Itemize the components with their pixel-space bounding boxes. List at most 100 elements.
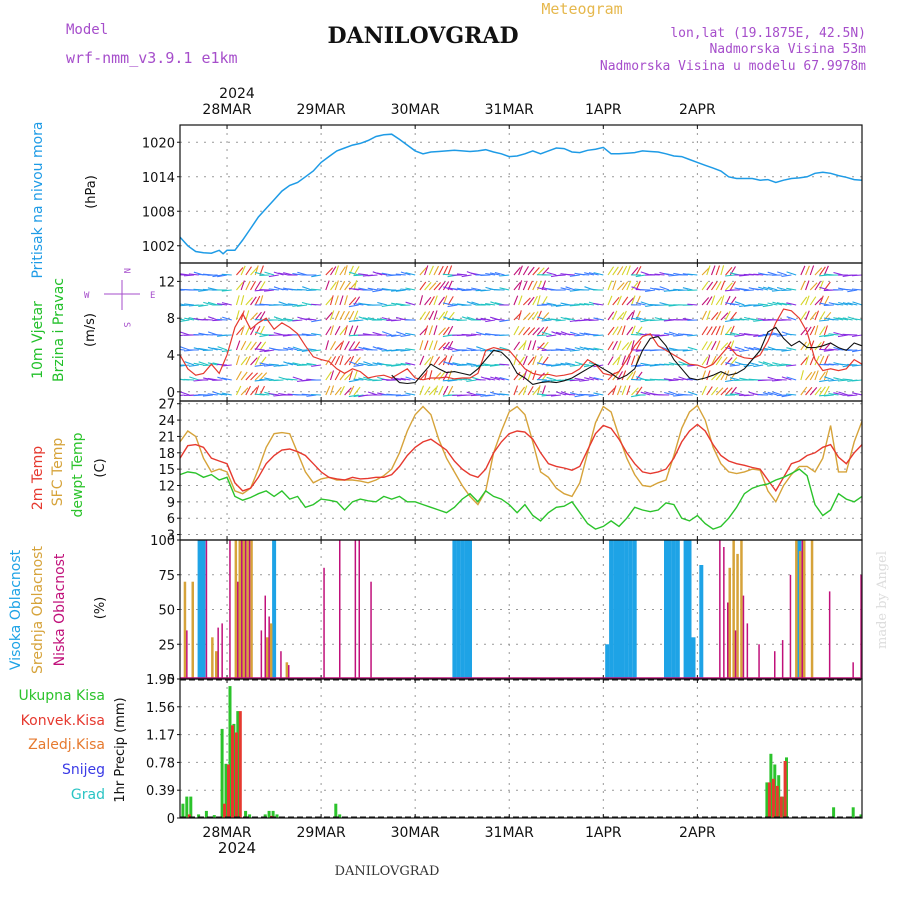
wind-arrow	[311, 288, 322, 291]
wind-arrow	[706, 265, 711, 276]
wind-arrow	[809, 371, 816, 381]
wind-arrow	[456, 319, 467, 322]
precip-bar	[220, 728, 224, 818]
wind-arrow	[823, 325, 828, 336]
wind-arrow	[372, 331, 383, 336]
wind-arrow	[537, 287, 548, 291]
wind-arrow	[706, 310, 711, 321]
wind-arrow	[574, 303, 585, 306]
wind-arrow	[419, 327, 428, 336]
wind-arrow	[344, 356, 352, 366]
wind-arrow	[617, 282, 625, 291]
wind-arrow	[358, 377, 369, 381]
wind-arrow	[376, 288, 388, 291]
cloud-bar	[234, 540, 238, 679]
wind-arrow	[739, 349, 750, 353]
wind-arrow	[607, 356, 614, 366]
wind-arrow	[254, 355, 261, 366]
wind-arrow	[513, 267, 521, 276]
wind-arrow	[532, 370, 537, 381]
cloud-bar	[268, 616, 270, 679]
wind-arrow	[612, 340, 618, 351]
cloud-unit: (%)	[93, 597, 108, 620]
y-tick-label: 0	[167, 812, 175, 827]
wind-arrow	[710, 295, 716, 306]
wind-arrow	[776, 394, 787, 397]
wind-arrow	[358, 346, 369, 351]
wind-arrow	[273, 379, 284, 382]
wind-arrow	[786, 287, 797, 291]
wind-arrow	[772, 391, 783, 396]
y-tick-label: 12	[158, 275, 175, 290]
wind-arrow	[837, 379, 848, 382]
wind-arrow	[579, 379, 590, 382]
wind-arrow	[541, 363, 552, 366]
wind-arrow	[424, 311, 431, 321]
wind-arrow	[757, 303, 768, 306]
wind-arrow	[828, 379, 839, 382]
wind-arrow	[188, 273, 199, 276]
wind-arrow	[334, 280, 339, 291]
wind-arrow	[329, 385, 335, 396]
wind-arrow	[565, 317, 576, 321]
precip-bar	[765, 782, 769, 818]
wind-arrow	[800, 326, 808, 336]
wind-arrow	[334, 310, 340, 321]
cloud-bar	[186, 630, 188, 679]
wind-arrow	[734, 392, 745, 396]
wind-arrow	[800, 296, 808, 306]
wind-arrow	[851, 274, 862, 277]
wind-arrow	[180, 379, 181, 380]
cloud-bar	[620, 540, 625, 679]
wind-arrow	[325, 340, 330, 351]
wind-arrow	[245, 355, 251, 366]
wind-arrow	[490, 301, 501, 306]
wind-arrow	[396, 331, 406, 336]
wind-arrow	[245, 310, 250, 321]
y-tick-label: 0	[167, 386, 175, 401]
wind-arrow	[499, 346, 510, 351]
wind-arrow	[184, 361, 195, 366]
wind-arrow	[569, 349, 580, 352]
wind-speed-line	[391, 326, 863, 385]
wind-arrow	[809, 340, 815, 351]
wind-arrow	[198, 304, 209, 308]
wind-arrow	[475, 393, 486, 396]
wind-arrow	[814, 310, 820, 321]
wind-ylabel-2: Brzina i Pravac	[51, 278, 67, 382]
wind-arrow	[395, 363, 406, 366]
wind-arrow	[706, 281, 714, 291]
wind-arrow	[494, 318, 505, 321]
wind-arrow	[447, 265, 453, 276]
wind-arrow	[640, 271, 651, 276]
wind-arrow	[781, 289, 792, 292]
cloud-bar	[285, 662, 289, 679]
wind-arrow	[386, 334, 397, 337]
wind-arrow	[325, 312, 333, 321]
wind-arrow	[301, 379, 312, 382]
wind-arrow	[240, 371, 248, 381]
wind-arrow	[725, 266, 733, 276]
wind-arrow	[442, 341, 450, 351]
wind-arrow	[814, 281, 821, 291]
wind-arrow	[329, 370, 335, 381]
wind-arrow	[635, 302, 646, 306]
wind-arrow	[537, 267, 545, 276]
wind-arrow	[668, 331, 679, 336]
wind-arrow	[635, 310, 641, 321]
wind-arrow	[245, 266, 252, 276]
wind-arrow	[334, 342, 343, 351]
wind-arrow	[348, 370, 353, 381]
wind-arrow	[819, 266, 826, 276]
wind-arrow	[687, 273, 698, 276]
y-tick-label: 25	[158, 638, 175, 653]
wind-arrow	[734, 318, 745, 321]
cloud-bar	[699, 565, 704, 679]
wind-arrow	[395, 273, 406, 276]
wind-arrow	[574, 347, 585, 351]
wind-arrow	[452, 287, 463, 291]
wind-direction-arrows	[180, 265, 862, 398]
wind-arrow	[400, 362, 411, 366]
precip-bar	[275, 814, 279, 818]
